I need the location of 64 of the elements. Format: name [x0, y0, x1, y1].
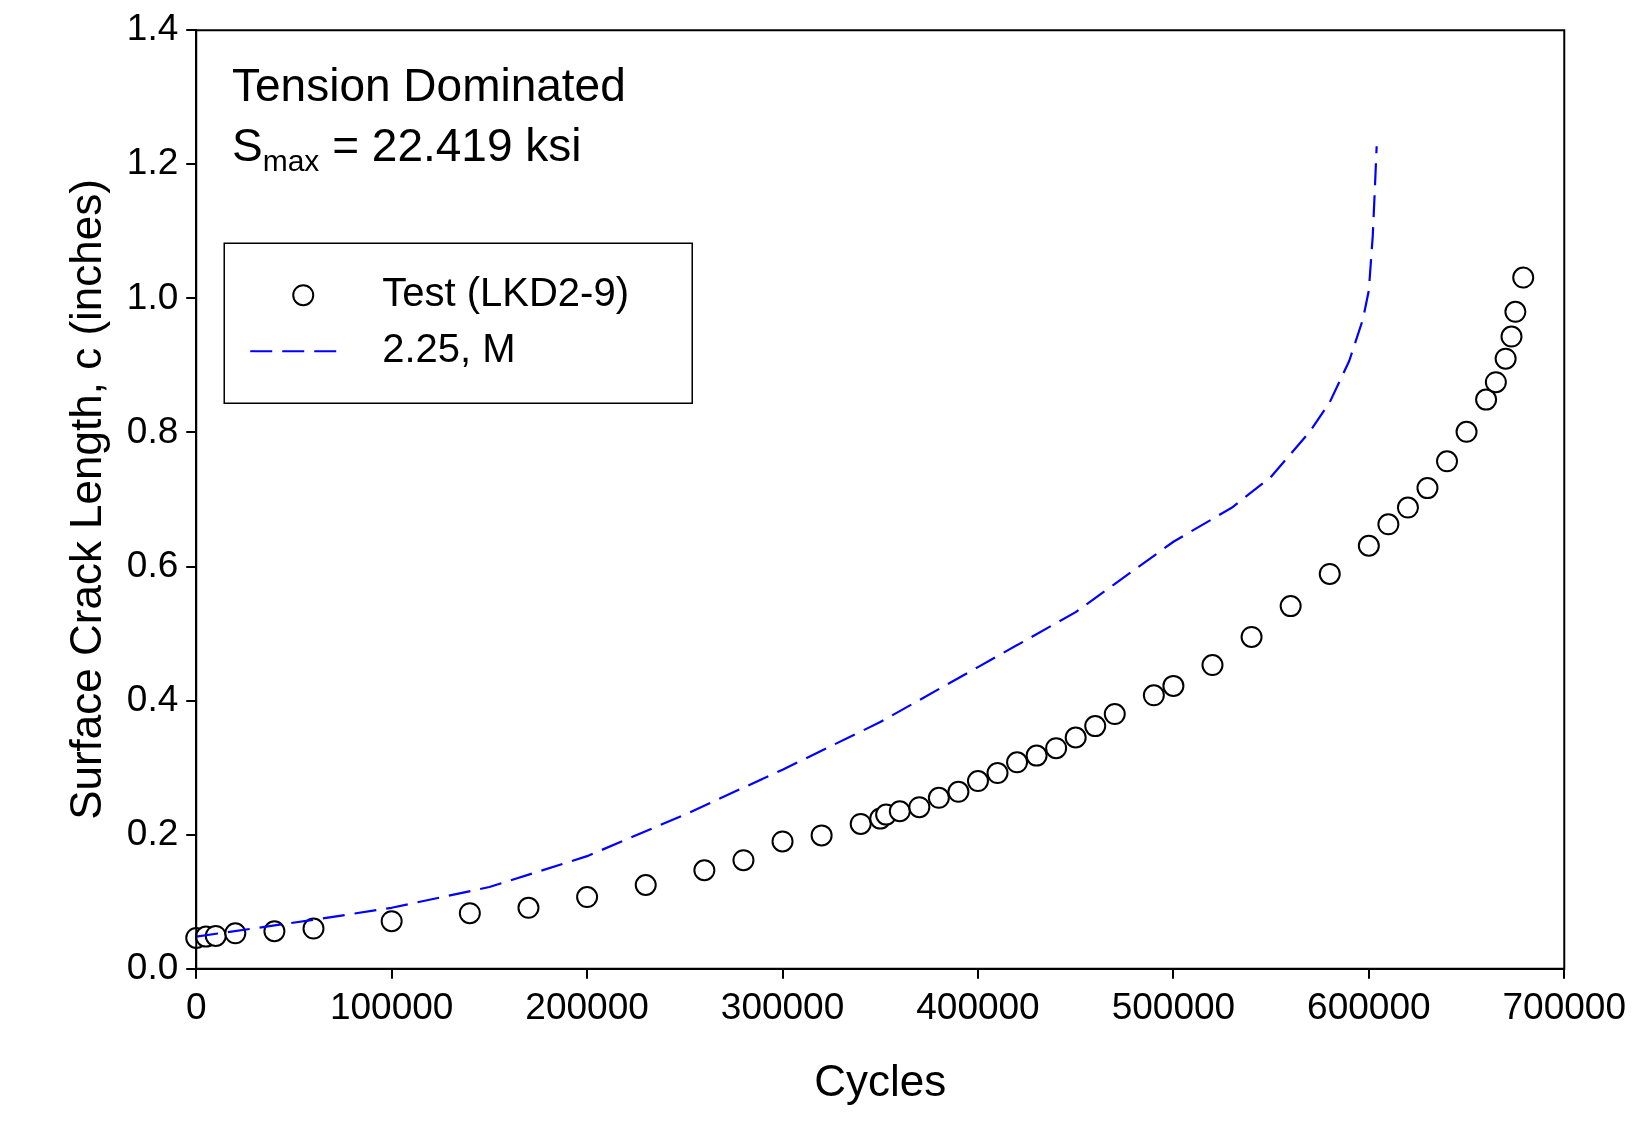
- y-tick-label: 1.4: [126, 7, 179, 49]
- legend-label: Test (LKD2-9): [382, 270, 629, 315]
- point: [1475, 388, 1498, 411]
- legend-label: 2.25, M: [382, 326, 516, 371]
- point: [888, 800, 911, 823]
- point: [1025, 744, 1048, 767]
- point: [1064, 726, 1087, 749]
- point: [947, 780, 970, 803]
- point: [1240, 625, 1263, 648]
- point: [927, 786, 950, 809]
- point: [1318, 562, 1341, 585]
- x-axis-title: Cycles: [814, 1055, 947, 1105]
- point: [204, 924, 227, 947]
- y-tick-label: 0.6: [126, 543, 179, 585]
- y-tick-label: 1.0: [126, 275, 179, 317]
- point: [1455, 420, 1478, 443]
- point: [634, 874, 657, 896]
- point: [1416, 477, 1439, 500]
- point: [380, 910, 403, 933]
- x-tick-label: 700000: [1502, 986, 1626, 1028]
- y-tick-label: 0.0: [126, 946, 179, 987]
- x-tick-label: 500000: [1111, 986, 1236, 1028]
- point: [1504, 300, 1527, 323]
- point: [1377, 513, 1400, 536]
- x-tick-label: 100000: [329, 986, 454, 1028]
- point: [1142, 684, 1165, 707]
- point: [1512, 266, 1535, 289]
- point: [1103, 703, 1126, 726]
- point: [458, 902, 481, 925]
- point: [517, 896, 540, 919]
- y-axis-title: Surface Crack Length, c (inches): [60, 179, 110, 820]
- point: [1494, 347, 1517, 370]
- point: [732, 849, 755, 872]
- x-tick-label: 400000: [916, 986, 1040, 1028]
- point: [908, 796, 931, 819]
- x-tick-label: 200000: [525, 986, 649, 1028]
- point: [1279, 595, 1302, 618]
- point: [1396, 496, 1419, 519]
- point: [1436, 450, 1459, 473]
- x-tick-label: 600000: [1307, 986, 1431, 1028]
- point: [1484, 371, 1507, 394]
- point: [1500, 325, 1523, 348]
- annotation: S$_{max}$ = 22.419 ksi: [232, 118, 582, 180]
- point: [1162, 674, 1185, 697]
- point: [771, 830, 794, 853]
- y-tick-label: 0.4: [126, 677, 179, 719]
- point: [849, 812, 872, 835]
- point: [1357, 534, 1380, 557]
- x-tick-label: 0: [185, 986, 207, 1028]
- point: [810, 824, 833, 847]
- point: [693, 859, 716, 882]
- point: [1201, 654, 1224, 677]
- point: [576, 886, 599, 909]
- y-tick-label: 1.2: [126, 141, 179, 183]
- y-tick-label: 0.2: [126, 811, 179, 853]
- point: [966, 770, 989, 793]
- y-tick-label: 0.8: [126, 409, 179, 451]
- point: [1045, 737, 1068, 760]
- point: [1084, 715, 1107, 738]
- point: [302, 917, 325, 940]
- annotation: Tension Dominated: [232, 58, 626, 113]
- x-tick-label: 300000: [720, 986, 845, 1028]
- point: [1006, 751, 1029, 774]
- point: [986, 762, 1009, 785]
